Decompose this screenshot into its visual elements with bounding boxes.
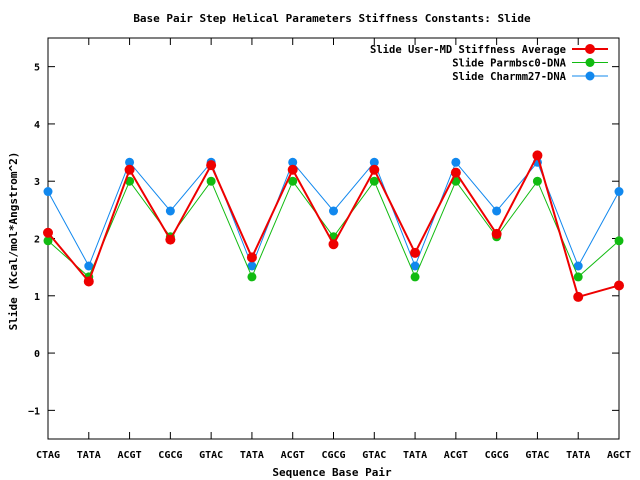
x-tick-label: TATA <box>77 450 101 461</box>
data-point <box>206 176 216 186</box>
data-point <box>573 272 583 282</box>
data-point <box>125 176 135 186</box>
data-point <box>369 157 379 167</box>
legend-label: Slide Parmbsc0-DNA <box>452 58 566 70</box>
data-point <box>247 272 257 282</box>
data-point <box>410 247 421 258</box>
x-tick-label: TATA <box>403 450 427 461</box>
data-point <box>451 157 461 167</box>
x-tick-label: CGCG <box>485 450 509 461</box>
data-point <box>614 236 624 246</box>
x-tick-label: ACGT <box>118 450 142 461</box>
data-point <box>329 206 338 216</box>
data-point <box>165 206 175 216</box>
x-tick-label: ACGT <box>281 450 305 461</box>
data-point <box>246 252 257 263</box>
data-point <box>450 167 461 178</box>
series-line <box>47 180 620 279</box>
legend-label: Slide User-MD Stiffness Average <box>370 44 566 56</box>
x-axis-label: Sequence Base Pair <box>272 466 392 479</box>
x-tick-label: ACGT <box>444 450 468 461</box>
data-point <box>491 228 502 239</box>
data-point <box>247 261 257 271</box>
legend: Slide User-MD Stiffness Average Slide Par… <box>370 44 608 83</box>
series-layer <box>43 150 624 302</box>
x-tick-label: CTAG <box>36 450 60 461</box>
x-tick-label: CGCG <box>158 450 182 461</box>
series-line <box>47 152 620 299</box>
data-point <box>573 261 583 271</box>
data-point <box>410 272 420 282</box>
x-tick-label: GTAC <box>199 450 223 461</box>
legend-marker <box>585 71 595 81</box>
data-point <box>84 261 94 271</box>
y-tick-label: −1 <box>28 406 40 417</box>
x-tick-label: TATA <box>240 450 264 461</box>
data-point <box>83 276 94 287</box>
series-3 <box>43 157 624 271</box>
data-point <box>410 261 420 271</box>
data-point <box>288 157 298 167</box>
series-2 <box>43 176 624 282</box>
y-tick-label: 2 <box>34 235 40 246</box>
y-tick-label: 5 <box>34 63 40 74</box>
data-point <box>206 160 217 171</box>
data-point <box>288 176 298 186</box>
data-point <box>573 291 584 302</box>
data-point <box>43 236 53 246</box>
x-tick-label: TATA <box>566 450 590 461</box>
data-point <box>124 164 135 175</box>
data-point <box>328 239 339 250</box>
series-1 <box>43 150 624 302</box>
x-tick-label: CGCG <box>321 450 345 461</box>
y-tick-label: 1 <box>34 292 40 303</box>
data-point <box>532 150 543 161</box>
legend-label: Slide Charmm27-DNA <box>452 71 566 83</box>
data-point <box>125 157 135 167</box>
data-point <box>492 206 502 216</box>
x-tick-label: GTAC <box>525 450 549 461</box>
legend-marker <box>585 44 595 54</box>
x-axis: CTAG TATA ACGT CGCG GTAC TATA ACGT CGCG GTAC TATA… <box>36 38 631 461</box>
x-tick-label: AGCT <box>607 450 631 461</box>
data-point <box>43 187 53 197</box>
data-point <box>369 176 379 186</box>
y-axis: −1 0 1 2 3 4 5 <box>28 63 619 417</box>
data-point <box>369 164 380 175</box>
data-point <box>43 227 53 238</box>
y-tick-label: 4 <box>34 120 40 131</box>
y-tick-label: 3 <box>34 177 40 188</box>
y-tick-label: 0 <box>34 349 40 360</box>
data-point <box>614 280 624 291</box>
chart-title: Base Pair Step Helical Parameters Stiffn… <box>133 12 531 25</box>
data-point <box>287 164 298 175</box>
data-point <box>614 187 624 197</box>
data-point <box>532 176 542 186</box>
x-tick-label: GTAC <box>362 450 386 461</box>
legend-marker <box>585 58 595 67</box>
data-point <box>165 234 176 245</box>
y-axis-label: Slide (Kcal/mol*Angstrom^2) <box>7 152 20 331</box>
